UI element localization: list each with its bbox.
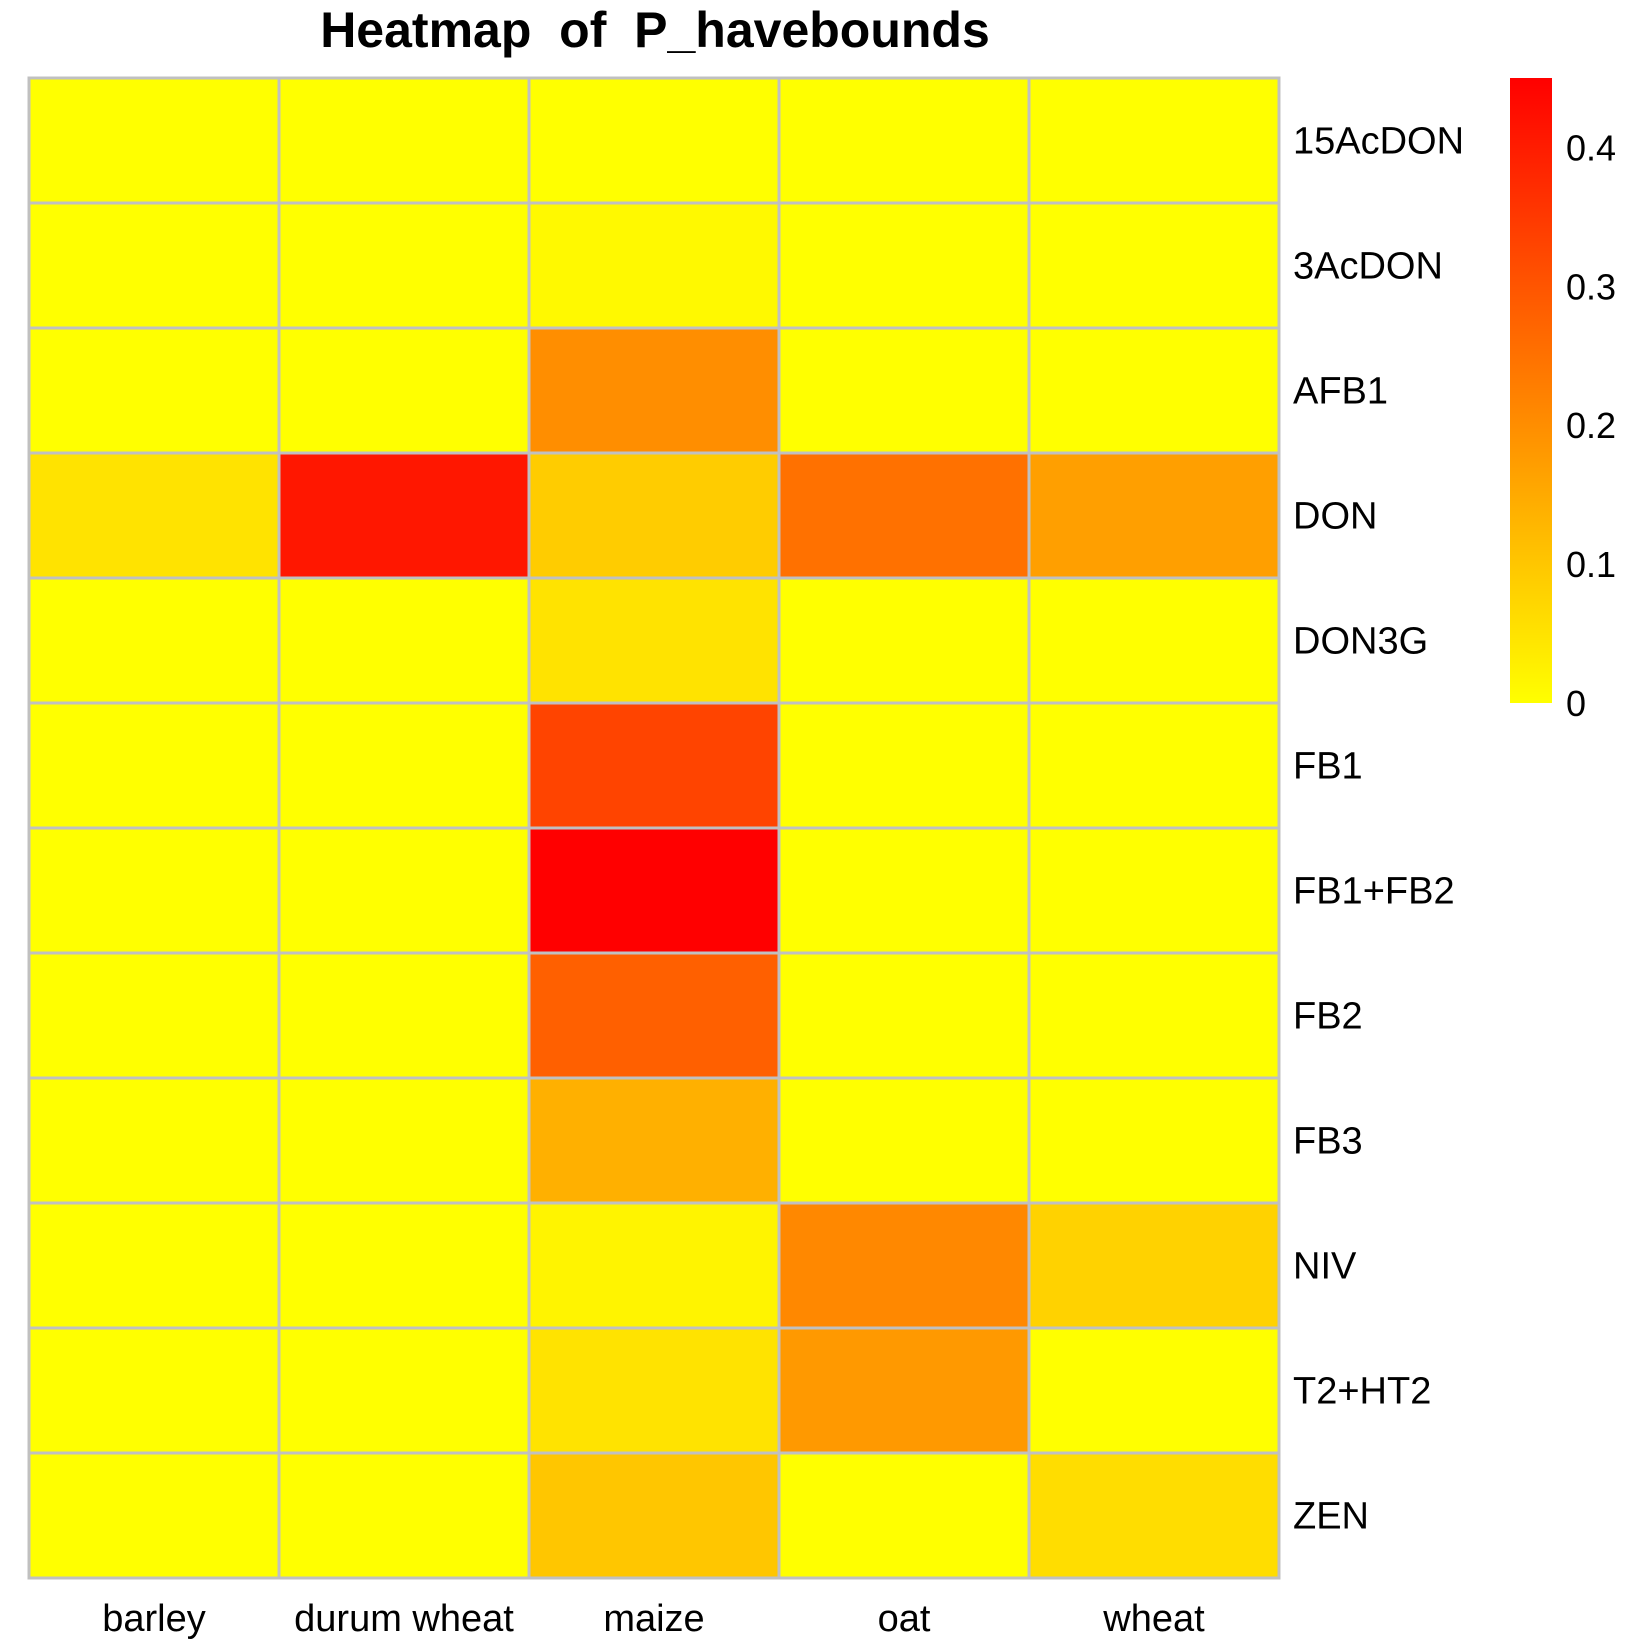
heatmap-cell-15acdon-wheat: [1027, 76, 1281, 205]
color-legend-bar: [1510, 78, 1552, 703]
heatmap-cell-15acdon-durum-wheat: [277, 76, 531, 205]
heatmap-cell-fb1-durum-wheat: [277, 701, 531, 830]
row-label-15acdon: 15AcDON: [1293, 121, 1464, 163]
color-legend-ticks: 0 0.1 0.2 0.3 0.4: [1566, 127, 1616, 724]
row-label-niv: NIV: [1293, 1246, 1357, 1288]
legend-tick-label: 0.1: [1566, 544, 1616, 585]
heatmap-cell-15acdon-oat: [777, 76, 1031, 205]
column-label-durum-wheat: durum wheat: [294, 1598, 514, 1640]
heatmap-cell-15acdon-maize: [527, 76, 781, 205]
heatmap-cell-fb1-fb2-wheat: [1027, 826, 1281, 955]
heatmap-cell-zen-maize: [527, 1451, 781, 1580]
heatmap-cell-don3g-maize: [527, 576, 781, 705]
heatmap-cell-3acdon-durum-wheat: [277, 201, 531, 330]
row-label-zen: ZEN: [1293, 1496, 1369, 1538]
heatmap-cell-niv-maize: [527, 1201, 781, 1330]
heatmap-cell-fb1-oat: [777, 701, 1031, 830]
heatmap-cell-3acdon-wheat: [1027, 201, 1281, 330]
heatmap-cell-fb1-barley: [27, 701, 281, 830]
heatmap-cell-fb1-maize: [527, 701, 781, 830]
heatmap-cell-fb1-fb2-durum-wheat: [277, 826, 531, 955]
heatmap-cell-t2-ht2-wheat: [1027, 1326, 1281, 1455]
row-labels: 15AcDON 3AcDON AFB1 DON DON3G FB1 FB1+FB2 FB2 FB…: [1293, 121, 1464, 1538]
column-label-oat: oat: [878, 1598, 931, 1640]
heatmap-cell-fb3-barley: [27, 1076, 281, 1205]
heatmap-cell-niv-oat: [777, 1201, 1031, 1330]
legend-tick-label: 0: [1566, 683, 1586, 724]
heatmap-cell-fb3-durum-wheat: [277, 1076, 531, 1205]
heatmap-cell-3acdon-oat: [777, 201, 1031, 330]
column-label-barley: barley: [102, 1598, 206, 1640]
heatmap-cell-don-barley: [27, 451, 281, 580]
heatmap-cell-fb2-wheat: [1027, 951, 1281, 1080]
heatmap-cell-don3g-oat: [777, 576, 1031, 705]
heatmap-cell-don-oat: [777, 451, 1031, 580]
heatmap-cell-fb1-wheat: [1027, 701, 1281, 830]
row-label-afb1: AFB1: [1293, 371, 1388, 413]
heatmap-cell-fb1-fb2-maize: [527, 826, 781, 955]
heatmap-cell-don-maize: [527, 451, 781, 580]
heatmap-cell-fb3-oat: [777, 1076, 1031, 1205]
legend-tick-label: 0.2: [1566, 405, 1616, 446]
color-legend: 0 0.1 0.2 0.3 0.4: [1510, 78, 1616, 724]
column-label-maize: maize: [603, 1598, 704, 1640]
heatmap-cell-fb3-maize: [527, 1076, 781, 1205]
heatmap-cell-don3g-wheat: [1027, 576, 1281, 705]
row-label-fb1: FB1: [1293, 746, 1363, 788]
heatmap-cell-niv-durum-wheat: [277, 1201, 531, 1330]
heatmap-cell-t2-ht2-barley: [27, 1326, 281, 1455]
row-label-fb3: FB3: [1293, 1121, 1363, 1163]
heatmap-cell-niv-wheat: [1027, 1201, 1281, 1330]
column-label-wheat: wheat: [1102, 1598, 1205, 1640]
heatmap-cell-don-durum-wheat: [277, 451, 531, 580]
heatmap-cell-fb2-barley: [27, 951, 281, 1080]
heatmap-cells: [27, 76, 1281, 1580]
heatmap-cell-afb1-durum-wheat: [277, 326, 531, 455]
heatmap-cell-fb1-fb2-oat: [777, 826, 1031, 955]
heatmap-cell-t2-ht2-durum-wheat: [277, 1326, 531, 1455]
heatmap-cell-afb1-barley: [27, 326, 281, 455]
row-label-don: DON: [1293, 496, 1377, 538]
heatmap-cell-fb2-maize: [527, 951, 781, 1080]
heatmap-cell-afb1-maize: [527, 326, 781, 455]
heatmap-cell-fb1-fb2-barley: [27, 826, 281, 955]
heatmap-cell-zen-oat: [777, 1451, 1031, 1580]
heatmap-cell-don3g-barley: [27, 576, 281, 705]
heatmap-cell-afb1-oat: [777, 326, 1031, 455]
heatmap-cell-afb1-wheat: [1027, 326, 1281, 455]
heatmap-cell-zen-wheat: [1027, 1451, 1281, 1580]
row-label-fb2: FB2: [1293, 996, 1363, 1038]
heatmap-cell-3acdon-barley: [27, 201, 281, 330]
heatmap-cell-fb2-durum-wheat: [277, 951, 531, 1080]
heatmap-cell-3acdon-maize: [527, 201, 781, 330]
heatmap-cell-fb2-oat: [777, 951, 1031, 1080]
row-label-fb1-fb2: FB1+FB2: [1293, 871, 1455, 913]
row-label-don3g: DON3G: [1293, 621, 1428, 663]
row-label-3acdon: 3AcDON: [1293, 246, 1443, 288]
heatmap-cell-don3g-durum-wheat: [277, 576, 531, 705]
heatmap-cell-t2-ht2-oat: [777, 1326, 1031, 1455]
heatmap-cell-15acdon-barley: [27, 76, 281, 205]
heatmap-cell-don-wheat: [1027, 451, 1281, 580]
heatmap-cell-zen-durum-wheat: [277, 1451, 531, 1580]
heatmap-cell-fb3-wheat: [1027, 1076, 1281, 1205]
heatmap-cell-t2-ht2-maize: [527, 1326, 781, 1455]
heatmap-cell-niv-barley: [27, 1201, 281, 1330]
legend-tick-label: 0.4: [1566, 127, 1616, 168]
legend-tick-label: 0.3: [1566, 266, 1616, 307]
chart-title: Heatmap of P_havebounds: [320, 2, 990, 58]
row-label-t2-ht2: T2+HT2: [1293, 1371, 1431, 1413]
column-labels: barley durum wheat maize oat wheat: [102, 1598, 1205, 1640]
heatmap-cell-zen-barley: [27, 1451, 281, 1580]
